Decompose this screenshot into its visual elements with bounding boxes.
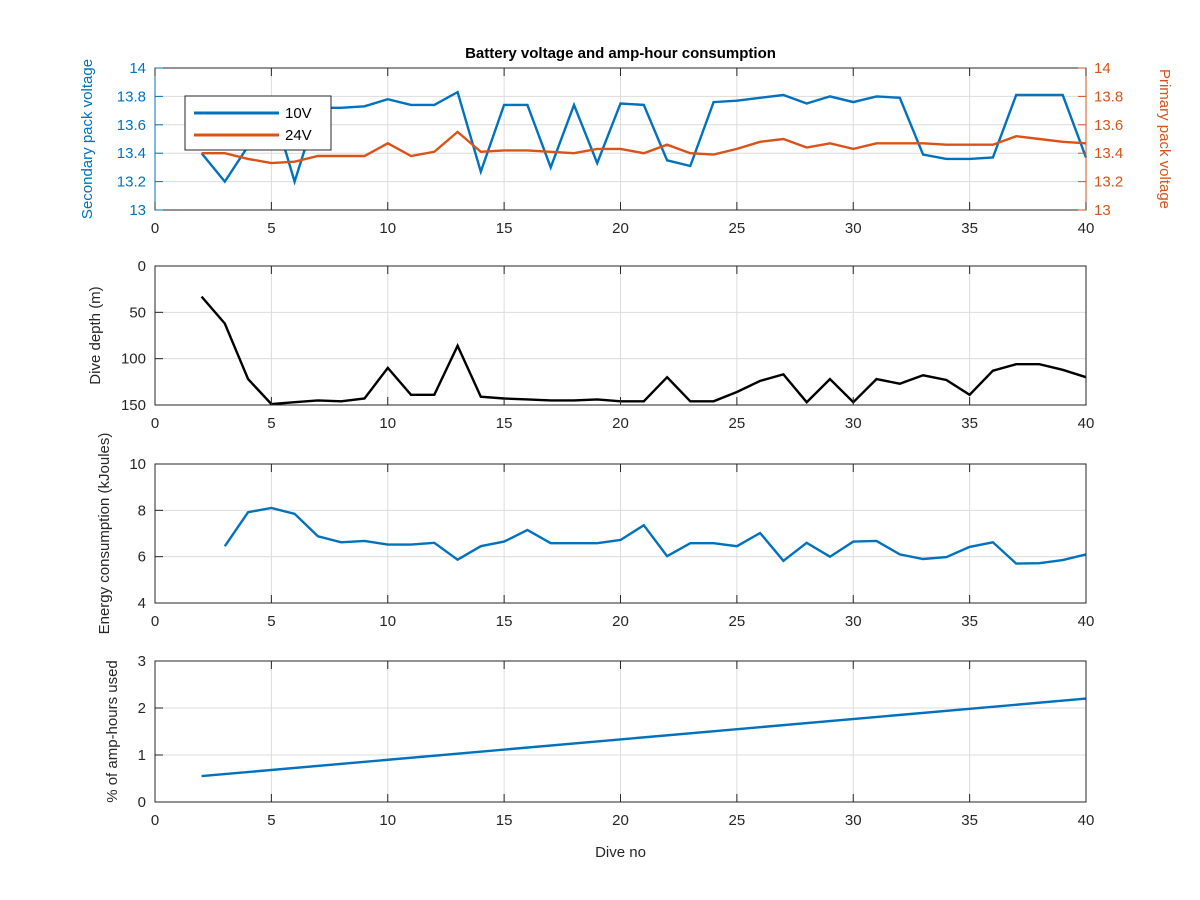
series-line-24v <box>201 130 1087 165</box>
x-tick-label: 5 <box>267 613 275 630</box>
x-tick-label: 35 <box>961 220 978 237</box>
x-tick-label: 0 <box>151 220 159 237</box>
x-tick-label: 30 <box>845 415 862 432</box>
x-tick-label: 5 <box>267 415 275 432</box>
y-tick-label: 6 <box>138 549 146 566</box>
y-axis-label: % of amp-hours used <box>104 660 121 803</box>
y-tick-label: 14 <box>129 60 146 77</box>
x-tick-label: 15 <box>496 220 513 237</box>
series-line-4 <box>201 697 1087 778</box>
y-tick-label: 8 <box>138 502 146 519</box>
series-line-3 <box>223 506 1087 565</box>
y-axis-label: Energy consumption (kJoules) <box>96 433 113 635</box>
x-tick-label: 10 <box>379 812 396 829</box>
y-tick-label: 2 <box>138 700 146 717</box>
y-tick-label-right: 13.6 <box>1094 117 1123 134</box>
legend-box <box>184 95 332 151</box>
legend-label-24v: 24V <box>285 127 312 144</box>
x-tick-label: 40 <box>1078 220 1095 237</box>
x-tick-label: 15 <box>496 415 513 432</box>
y-tick-label-right: 13.4 <box>1094 145 1123 162</box>
y-tick-label: 13 <box>129 202 146 219</box>
y-tick-label: 150 <box>121 397 146 414</box>
x-tick-label: 30 <box>845 812 862 829</box>
x-tick-label: 20 <box>612 812 629 829</box>
x-axis-label: Dive no <box>595 844 646 861</box>
y-tick-label-right: 13.2 <box>1094 174 1123 191</box>
y-tick-label-right: 14 <box>1094 60 1111 77</box>
x-tick-label: 40 <box>1078 415 1095 432</box>
y-axis-label-right: Primary pack voltage <box>1156 69 1173 209</box>
x-tick-label: 0 <box>151 812 159 829</box>
x-tick-label: 25 <box>729 415 746 432</box>
series-line-10v <box>200 90 1088 186</box>
y-tick-label: 13.2 <box>117 174 146 191</box>
y-tick-label-right: 13 <box>1094 202 1111 219</box>
y-tick-label: 0 <box>138 258 146 275</box>
x-tick-label: 15 <box>496 613 513 630</box>
x-tick-label: 25 <box>729 613 746 630</box>
x-tick-label: 15 <box>496 812 513 829</box>
x-tick-label: 30 <box>845 220 862 237</box>
x-tick-label: 25 <box>729 220 746 237</box>
x-tick-label: 35 <box>961 415 978 432</box>
y-tick-label: 3 <box>138 653 146 670</box>
chart-title: Battery voltage and amp-hour consumption <box>465 45 776 62</box>
y-tick-label: 13.6 <box>117 117 146 134</box>
y-tick-label: 13.8 <box>117 88 146 105</box>
legend-label-10v: 10V <box>285 105 312 122</box>
y-tick-label-right: 13.8 <box>1094 88 1123 105</box>
series-line-2 <box>200 295 1087 406</box>
y-tick-label: 0 <box>138 794 146 811</box>
x-tick-label: 20 <box>612 415 629 432</box>
x-tick-label: 20 <box>612 613 629 630</box>
x-tick-label: 10 <box>379 613 396 630</box>
y-tick-label: 100 <box>121 351 146 368</box>
x-tick-label: 10 <box>379 220 396 237</box>
x-tick-label: 0 <box>151 613 159 630</box>
x-tick-label: 40 <box>1078 812 1095 829</box>
x-tick-label: 35 <box>961 613 978 630</box>
x-tick-label: 10 <box>379 415 396 432</box>
x-tick-label: 0 <box>151 415 159 432</box>
subplot-3: 0 5 10 15 20 25 30 35 40 4 6 8 10 Energy consumption … <box>96 433 1094 635</box>
y-tick-label: 1 <box>138 747 146 764</box>
y-axis-label: Secondary pack voltage <box>79 59 96 219</box>
x-tick-label: 30 <box>845 613 862 630</box>
subplot-4: 0 5 10 15 20 25 30 35 40 0 1 2 3 % of amp-hours used D… <box>104 653 1094 861</box>
y-tick-label: 50 <box>129 304 146 321</box>
subplot-1: 0 5 10 15 20 25 30 35 401313.213.413.613.8141313… <box>79 45 1173 237</box>
y-tick-label: 13.4 <box>117 145 146 162</box>
y-tick-label: 10 <box>129 456 146 473</box>
x-tick-label: 5 <box>267 220 275 237</box>
x-tick-label: 35 <box>961 812 978 829</box>
y-tick-label: 4 <box>138 595 146 612</box>
y-axis-label: Dive depth (m) <box>87 286 104 384</box>
x-tick-label: 25 <box>729 812 746 829</box>
x-tick-label: 40 <box>1078 613 1095 630</box>
x-tick-label: 20 <box>612 220 629 237</box>
subplot-2: 0 5 10 15 20 25 30 35 40 0 50 100 150 Dive depth (m) <box>87 258 1094 432</box>
x-tick-label: 5 <box>267 812 275 829</box>
